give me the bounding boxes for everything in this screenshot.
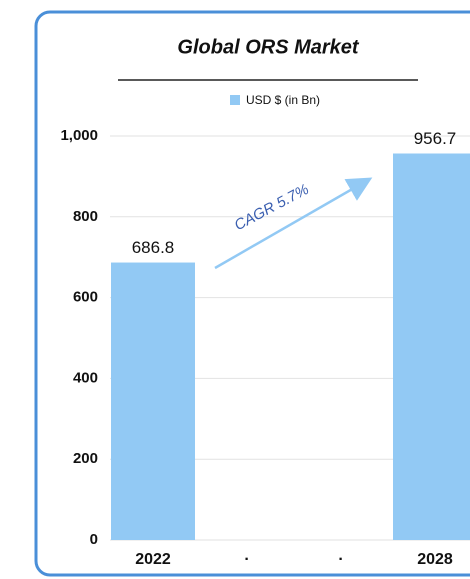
legend-swatch — [230, 95, 240, 105]
bar — [111, 262, 195, 540]
data-label: 686.8 — [132, 238, 175, 257]
y-tick-label: 0 — [90, 531, 98, 548]
x-tick-label: · — [338, 551, 343, 568]
y-tick-label: 400 — [73, 369, 98, 386]
y-tick-label: 800 — [73, 208, 98, 225]
x-tick-label: 2028 — [417, 551, 453, 568]
y-tick-label: 1,000 — [60, 127, 98, 144]
y-tick-label: 200 — [73, 450, 98, 467]
x-tick-label: · — [244, 551, 249, 568]
bar — [393, 153, 470, 540]
y-tick-label: 600 — [73, 289, 98, 306]
cagr-arrow — [214, 177, 373, 270]
chart-title: Global ORS Market — [177, 36, 359, 58]
x-tick-label: 2022 — [135, 551, 171, 568]
data-label: 956.7 — [414, 129, 457, 148]
legend-label: USD $ (in Bn) — [246, 93, 320, 107]
